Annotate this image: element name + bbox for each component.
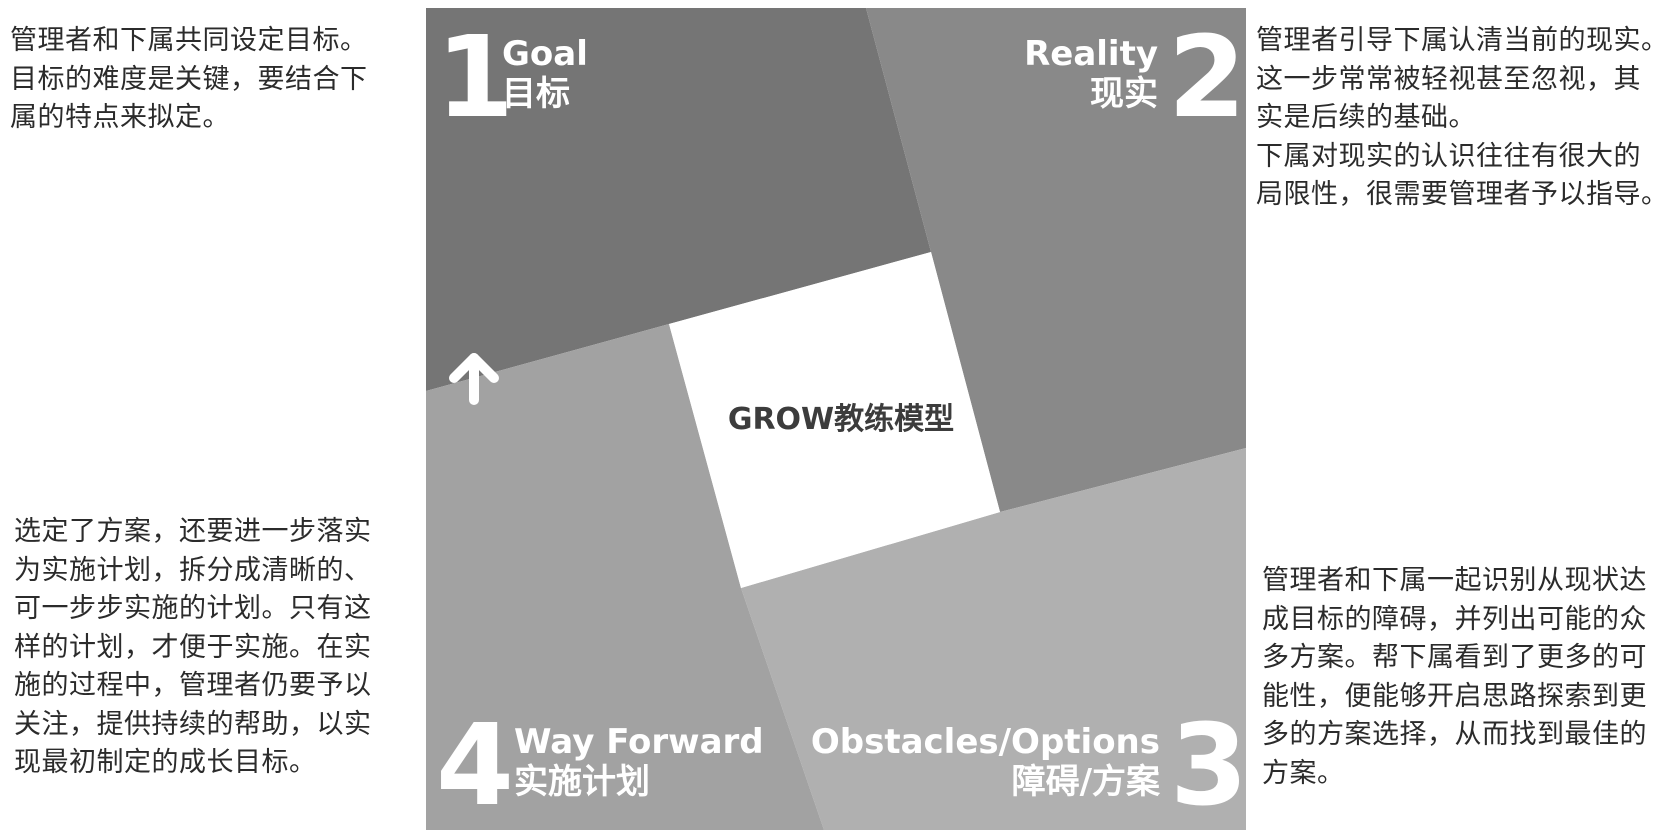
text-line: 这一步常常被轻视甚至忽视，其 — [1256, 63, 1641, 95]
quadrant-shapes — [426, 8, 1246, 830]
up-arrow-icon — [449, 353, 499, 405]
text-line: 施的过程中，管理者仍要予以 — [14, 670, 372, 701]
text-line: 为实施计划，拆分成清晰的、 — [14, 554, 372, 586]
text-line: 多的方案选择，从而找到最佳的 — [1262, 719, 1647, 750]
text-line: 多方案。帮下属看到了更多的可 — [1262, 642, 1647, 673]
text-line: 能性，便能够开启思路探索到更 — [1262, 680, 1647, 712]
way-forward-label-cn: 实施计划 — [514, 762, 650, 802]
reality-description: 管理者引导下属认清当前的现实。 这一步常常被轻视甚至忽视，其 实是后续的基础。 … — [1256, 22, 1680, 215]
text-line: 目标的难度是关键，要结合下 — [10, 63, 368, 95]
obstacles-label: Obstacles/Options 障碍/方案 — [811, 722, 1160, 802]
goal-description: 管理者和下属共同设定目标。 目标的难度是关键，要结合下 属的特点来拟定。 — [10, 22, 410, 138]
goal-label-en: Goal — [502, 34, 588, 74]
reality-label-cn: 现实 — [1090, 74, 1158, 114]
text-line: 方案。 — [1262, 757, 1345, 789]
center-square — [669, 252, 1000, 588]
reality-label-en: Reality — [1024, 34, 1158, 74]
text-line: 可一步步实施的计划。只有这 — [14, 593, 372, 624]
way-forward-description: 选定了方案，还要进一步落实 为实施计划，拆分成清晰的、 可一步步实施的计划。只有… — [14, 513, 414, 783]
text-line: 管理者和下属一起识别从现状达 — [1262, 565, 1647, 596]
way-forward-label: Way Forward 实施计划 — [514, 722, 764, 802]
text-line: 样的计划，才便于实施。在实 — [14, 631, 372, 663]
grow-model-diagram: 1 Goal 目标 2 Reality 现实 3 Obstacles/Optio… — [426, 8, 1246, 830]
obstacles-description: 管理者和下属一起识别从现状达 成目标的障碍，并列出可能的众 多方案。帮下属看到了… — [1262, 562, 1676, 793]
goal-number: 1 — [436, 13, 514, 143]
goal-quadrant — [426, 8, 931, 391]
reality-number: 2 — [1168, 13, 1246, 143]
reality-label: Reality 现实 — [1024, 34, 1158, 114]
text-line: 实是后续的基础。 — [1256, 102, 1476, 133]
obstacles-quadrant — [741, 448, 1246, 830]
text-line: 管理者引导下属认清当前的现实。 — [1256, 25, 1669, 56]
obstacles-label-en: Obstacles/Options — [810, 722, 1160, 762]
way-forward-quadrant — [426, 324, 824, 830]
text-line: 现最初制定的成长目标。 — [14, 747, 317, 778]
way-forward-number: 4 — [436, 701, 514, 830]
goal-label: Goal 目标 — [502, 34, 588, 114]
text-line: 下属对现实的认识往往有很大的 — [1256, 140, 1641, 172]
text-line: 管理者和下属共同设定目标。 — [10, 25, 368, 56]
text-line: 关注，提供持续的帮助，以实 — [14, 708, 372, 740]
center-title: GROW教练模型 — [727, 402, 955, 437]
text-line: 选定了方案，还要进一步落实 — [14, 516, 372, 547]
text-line: 属的特点来拟定。 — [10, 102, 230, 133]
goal-label-cn: 目标 — [502, 74, 570, 114]
text-line: 局限性，很需要管理者予以指导。 — [1256, 179, 1669, 210]
reality-quadrant — [866, 8, 1246, 512]
text-line: 成目标的障碍，并列出可能的众 — [1262, 603, 1647, 635]
way-forward-label-en: Way Forward — [514, 722, 764, 762]
obstacles-number: 3 — [1170, 701, 1246, 830]
obstacles-label-cn: 障碍/方案 — [1011, 762, 1160, 802]
